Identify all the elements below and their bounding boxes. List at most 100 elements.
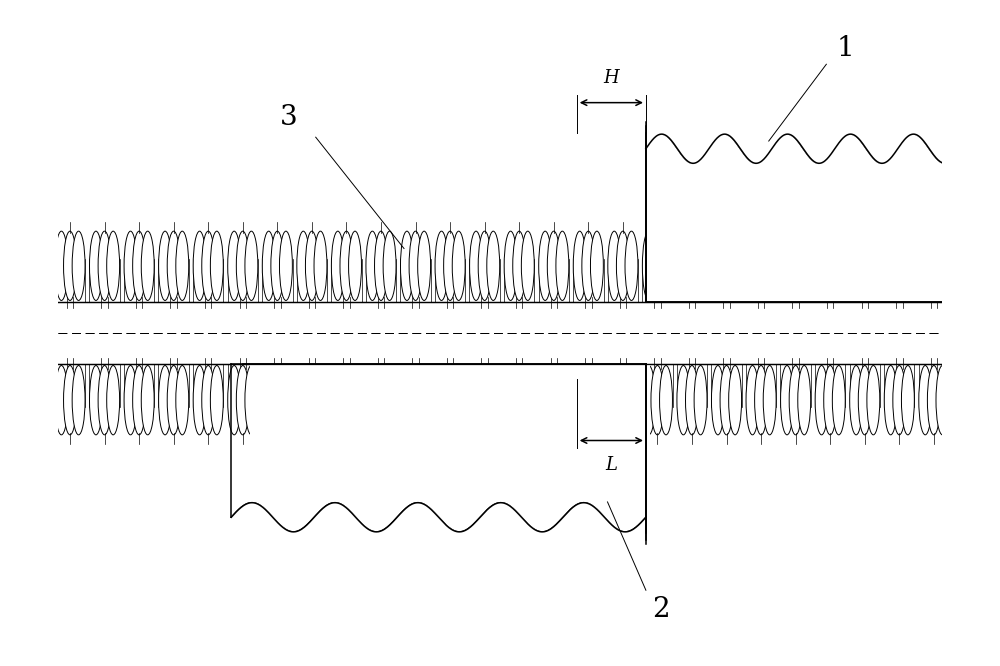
Ellipse shape [720,366,733,435]
Ellipse shape [383,231,396,300]
Ellipse shape [677,231,690,300]
Ellipse shape [98,231,111,300]
Ellipse shape [711,231,724,300]
Ellipse shape [366,231,379,300]
Bar [646,149,961,302]
Ellipse shape [686,231,698,300]
Ellipse shape [452,366,465,435]
Ellipse shape [850,231,863,300]
Ellipse shape [884,366,897,435]
Ellipse shape [159,366,172,435]
Ellipse shape [893,366,906,435]
Ellipse shape [418,231,431,300]
Ellipse shape [824,231,837,300]
Ellipse shape [167,366,180,435]
Ellipse shape [798,231,811,300]
Ellipse shape [202,366,215,435]
Ellipse shape [616,366,629,435]
Ellipse shape [279,231,292,300]
Ellipse shape [547,231,560,300]
Ellipse shape [400,231,413,300]
Ellipse shape [884,231,897,300]
Text: 1: 1 [837,35,854,63]
Ellipse shape [927,366,940,435]
Ellipse shape [297,366,310,435]
Ellipse shape [262,366,275,435]
Ellipse shape [919,231,932,300]
Ellipse shape [936,366,949,435]
Ellipse shape [236,231,249,300]
Ellipse shape [305,231,318,300]
Ellipse shape [210,366,223,435]
Ellipse shape [608,366,621,435]
Ellipse shape [504,366,517,435]
Ellipse shape [521,366,534,435]
Ellipse shape [893,231,906,300]
Ellipse shape [694,231,707,300]
Ellipse shape [815,231,828,300]
Ellipse shape [677,366,690,435]
Ellipse shape [55,366,68,435]
Ellipse shape [210,231,223,300]
Ellipse shape [660,366,672,435]
Ellipse shape [262,231,275,300]
Ellipse shape [133,231,146,300]
Ellipse shape [919,366,932,435]
Ellipse shape [435,366,448,435]
Ellipse shape [746,231,759,300]
Ellipse shape [409,366,422,435]
Ellipse shape [755,231,768,300]
Ellipse shape [642,366,655,435]
Ellipse shape [72,231,85,300]
Ellipse shape [815,366,828,435]
Ellipse shape [556,231,569,300]
Ellipse shape [824,366,837,435]
Ellipse shape [349,231,361,300]
Ellipse shape [513,366,526,435]
Text: 2: 2 [652,596,670,623]
Ellipse shape [375,366,387,435]
Ellipse shape [729,366,742,435]
Ellipse shape [590,366,603,435]
Ellipse shape [98,366,111,435]
Ellipse shape [349,366,361,435]
Ellipse shape [521,231,534,300]
Ellipse shape [193,366,206,435]
Ellipse shape [642,231,655,300]
Ellipse shape [487,231,500,300]
Ellipse shape [159,231,172,300]
Ellipse shape [616,231,629,300]
Ellipse shape [763,366,776,435]
Ellipse shape [625,366,638,435]
Ellipse shape [279,366,292,435]
Ellipse shape [331,231,344,300]
Ellipse shape [340,366,353,435]
Ellipse shape [478,366,491,435]
Text: H: H [603,69,619,87]
Ellipse shape [746,366,759,435]
Ellipse shape [435,231,448,300]
Ellipse shape [167,231,180,300]
Ellipse shape [513,231,526,300]
Ellipse shape [245,366,258,435]
Ellipse shape [832,366,845,435]
Ellipse shape [547,366,560,435]
Ellipse shape [176,366,189,435]
Text: 3: 3 [280,105,298,131]
Ellipse shape [375,231,387,300]
Ellipse shape [444,366,457,435]
Ellipse shape [720,231,733,300]
Ellipse shape [573,231,586,300]
Ellipse shape [314,366,327,435]
Ellipse shape [781,231,793,300]
Ellipse shape [694,366,707,435]
Ellipse shape [729,231,742,300]
Ellipse shape [366,366,379,435]
Ellipse shape [107,231,120,300]
Ellipse shape [487,366,500,435]
Ellipse shape [193,231,206,300]
Ellipse shape [107,366,120,435]
Ellipse shape [789,231,802,300]
Ellipse shape [867,366,880,435]
Ellipse shape [582,366,595,435]
